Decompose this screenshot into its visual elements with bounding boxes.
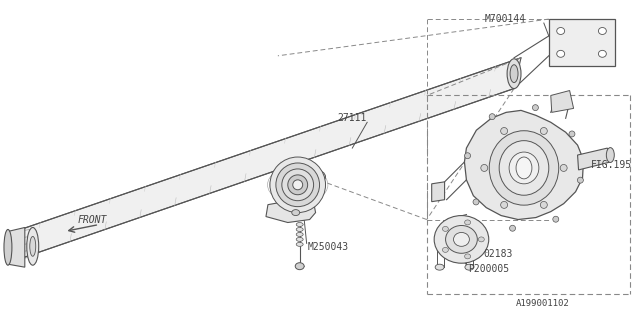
Polygon shape	[551, 91, 573, 112]
Ellipse shape	[296, 232, 303, 236]
Polygon shape	[432, 182, 445, 202]
Ellipse shape	[557, 28, 564, 35]
Ellipse shape	[478, 237, 484, 242]
Polygon shape	[10, 58, 521, 262]
Text: 27111: 27111	[337, 113, 367, 123]
Ellipse shape	[510, 65, 518, 83]
Ellipse shape	[295, 263, 304, 270]
Ellipse shape	[473, 199, 479, 205]
Ellipse shape	[509, 225, 516, 231]
Ellipse shape	[292, 210, 300, 216]
Ellipse shape	[296, 228, 303, 231]
Ellipse shape	[442, 227, 449, 231]
Text: FRONT: FRONT	[77, 214, 107, 225]
Polygon shape	[577, 148, 611, 170]
Text: P200005: P200005	[468, 264, 509, 274]
Ellipse shape	[489, 131, 559, 205]
Ellipse shape	[279, 184, 297, 196]
Ellipse shape	[454, 232, 469, 246]
Polygon shape	[8, 228, 25, 267]
Ellipse shape	[296, 222, 303, 227]
Text: 02183: 02183	[483, 249, 513, 259]
Ellipse shape	[4, 229, 12, 265]
Ellipse shape	[465, 220, 470, 225]
Ellipse shape	[465, 153, 470, 159]
Ellipse shape	[540, 201, 547, 208]
Ellipse shape	[540, 127, 547, 134]
Ellipse shape	[500, 127, 508, 134]
Ellipse shape	[560, 164, 567, 172]
Ellipse shape	[598, 50, 606, 57]
Ellipse shape	[288, 175, 308, 195]
Polygon shape	[548, 19, 615, 66]
Ellipse shape	[507, 59, 521, 89]
Ellipse shape	[282, 169, 314, 201]
Ellipse shape	[296, 242, 303, 246]
Ellipse shape	[577, 177, 584, 183]
Ellipse shape	[465, 254, 470, 259]
Text: M250043: M250043	[308, 242, 349, 252]
Ellipse shape	[516, 157, 532, 179]
Ellipse shape	[296, 237, 303, 241]
Text: FIG.195: FIG.195	[591, 160, 632, 170]
Ellipse shape	[557, 50, 564, 57]
Ellipse shape	[481, 164, 488, 172]
Ellipse shape	[569, 131, 575, 137]
Text: M700144: M700144	[484, 14, 525, 24]
Ellipse shape	[306, 170, 326, 184]
Ellipse shape	[292, 180, 303, 190]
Ellipse shape	[435, 264, 444, 270]
Polygon shape	[266, 197, 316, 222]
Ellipse shape	[598, 28, 606, 35]
Ellipse shape	[489, 114, 495, 120]
Ellipse shape	[270, 157, 326, 212]
Ellipse shape	[553, 216, 559, 222]
Ellipse shape	[434, 216, 489, 263]
Ellipse shape	[465, 264, 474, 270]
Ellipse shape	[499, 141, 548, 195]
Ellipse shape	[500, 201, 508, 208]
Ellipse shape	[27, 228, 38, 265]
Polygon shape	[465, 110, 584, 220]
Ellipse shape	[606, 148, 614, 163]
Ellipse shape	[276, 163, 319, 207]
Ellipse shape	[30, 236, 36, 256]
Ellipse shape	[445, 226, 477, 253]
Ellipse shape	[442, 247, 449, 252]
Ellipse shape	[532, 105, 538, 111]
Text: A199001102: A199001102	[516, 300, 570, 308]
Ellipse shape	[509, 152, 539, 184]
